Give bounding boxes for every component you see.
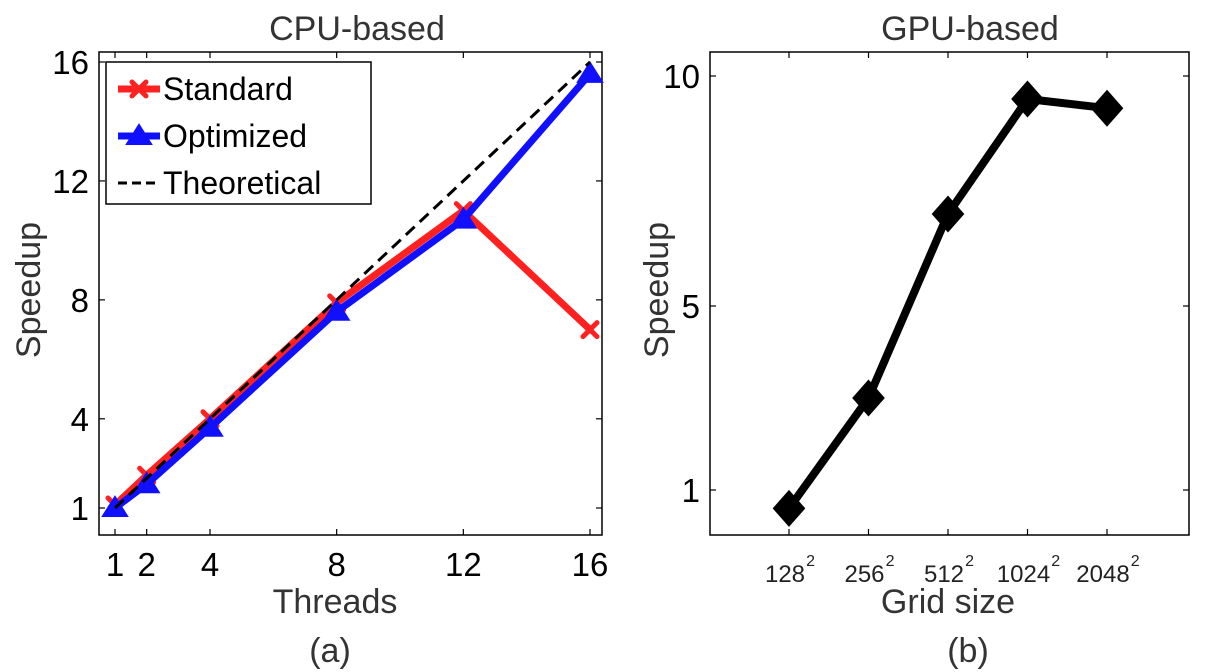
panel-a-title: CPU-based: [269, 10, 445, 48]
panel-b-caption: (b): [947, 632, 989, 670]
x-tick-exponent: 2: [965, 553, 974, 570]
panel-a-ylabel: Speedup: [10, 222, 48, 358]
y-tick-label: 1: [71, 490, 89, 527]
panel-a-series: [101, 60, 604, 517]
optimized-point: [449, 206, 478, 229]
legend-optimized-marker: [125, 123, 153, 145]
x-tick-label: 1024: [997, 561, 1050, 588]
x-tick-label: 256: [844, 561, 884, 588]
legend-standard-marker: [129, 79, 149, 99]
x-tick-label: 4: [201, 546, 219, 583]
y-tick-label: 10: [663, 58, 700, 95]
panel-a-caption: (a): [309, 632, 351, 670]
x-tick-exponent: 2: [1051, 553, 1060, 570]
optimized-point: [322, 298, 351, 321]
legend-theoretical-label: Theoretical: [163, 165, 321, 201]
x-tick-label: 1: [106, 546, 124, 583]
x-tick-exponent: 2: [1131, 553, 1140, 570]
y-tick-label: 5: [682, 288, 700, 325]
x-tick-label: 12: [445, 546, 482, 583]
standard-point: [580, 320, 600, 340]
gpu-speedup-point: [1011, 80, 1044, 118]
x-tick-label: 16: [572, 546, 609, 583]
x-tick-label: 2: [137, 546, 155, 583]
x-tick-label: 128: [765, 561, 805, 588]
panel-b-title: GPU-based: [881, 10, 1059, 48]
theoretical-line: [113, 60, 592, 510]
y-tick-label: 1: [682, 472, 700, 509]
x-tick-label: 2048: [1076, 561, 1129, 588]
gpu-speedup-point: [1090, 89, 1124, 127]
panel-b-plot-frame: [709, 51, 1190, 536]
gpu-speedup-point: [852, 379, 885, 417]
x-tick-exponent: 2: [806, 553, 815, 570]
x-tick-label: 512: [924, 561, 964, 588]
panel-b-series: [772, 80, 1124, 527]
x-tick-label: 8: [327, 546, 345, 583]
legend-standard-label: Standard: [163, 71, 293, 107]
y-tick-label: 12: [52, 163, 89, 200]
panel-a-legend: Standard Optimized Theoretical: [105, 61, 372, 205]
y-tick-label: 8: [71, 282, 89, 319]
optimized-point: [576, 61, 604, 83]
gpu-speedup-point: [772, 489, 806, 527]
optimized-point: [132, 471, 161, 494]
panel-b-xlabel: Grid size: [881, 583, 1015, 621]
panel-b-ylabel: Speedup: [638, 222, 676, 358]
panel-a-xlabel: Threads: [273, 583, 398, 621]
gpu-speedup-point: [931, 195, 965, 233]
x-tick-exponent: 2: [886, 553, 895, 570]
legend-optimized-label: Optimized: [163, 118, 307, 154]
y-tick-label: 4: [71, 401, 89, 438]
y-tick-label: 16: [52, 44, 89, 81]
